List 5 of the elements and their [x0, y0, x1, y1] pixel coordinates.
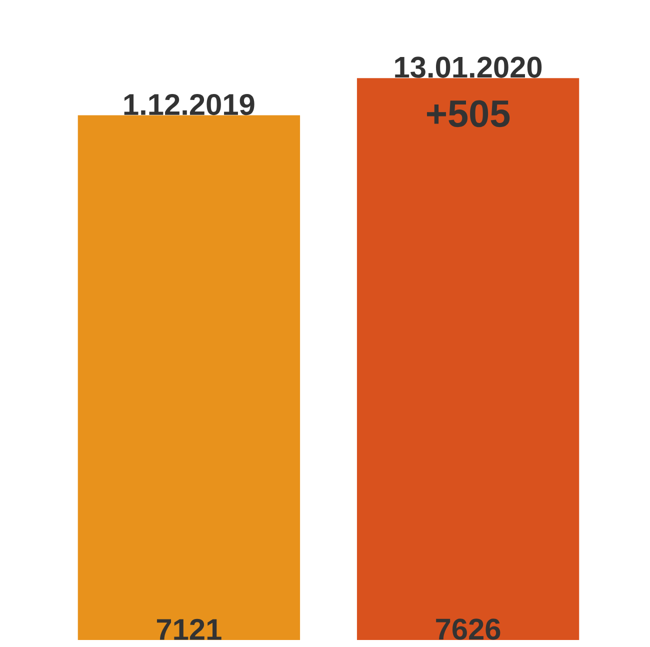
x-tick-label: 1.12.2019 — [124, 94, 254, 116]
data-label: 7626 — [436, 618, 500, 640]
annotation: +505 — [426, 100, 510, 128]
data-label: 7121 — [156, 618, 222, 640]
x-tick-label: 13.01.2020 — [395, 56, 542, 78]
